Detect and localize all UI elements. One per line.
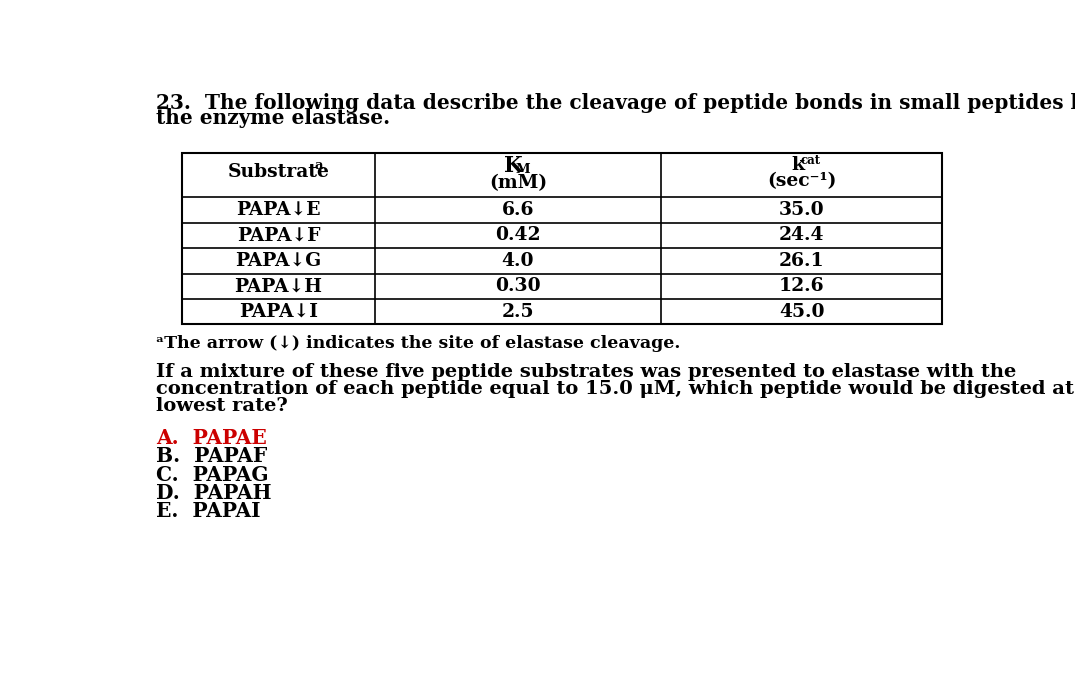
Bar xyxy=(183,153,942,325)
Text: k: k xyxy=(791,156,804,174)
Text: E.  PAPAI: E. PAPAI xyxy=(156,501,260,522)
Text: PAPA↓G: PAPA↓G xyxy=(235,252,321,270)
Text: lowest rate?: lowest rate? xyxy=(156,397,288,415)
Text: PAPA↓F: PAPA↓F xyxy=(236,226,320,244)
Text: 2.5: 2.5 xyxy=(502,303,534,321)
Text: concentration of each peptide equal to 15.0 μM, which peptide would be digested : concentration of each peptide equal to 1… xyxy=(156,380,1074,398)
Text: 4.0: 4.0 xyxy=(502,252,534,270)
Text: a: a xyxy=(314,160,322,173)
Text: If a mixture of these five peptide substrates was presented to elastase with the: If a mixture of these five peptide subst… xyxy=(156,363,1016,381)
Text: cat: cat xyxy=(801,154,821,167)
Text: 35.0: 35.0 xyxy=(778,201,825,219)
Text: the enzyme elastase.: the enzyme elastase. xyxy=(156,108,390,128)
Text: 6.6: 6.6 xyxy=(502,201,534,219)
Text: 0.30: 0.30 xyxy=(496,278,541,295)
Text: ᵃThe arrow (↓) indicates the site of elastase cleavage.: ᵃThe arrow (↓) indicates the site of ela… xyxy=(156,335,680,352)
Text: PAPA↓H: PAPA↓H xyxy=(234,278,322,295)
Text: C.  PAPAG: C. PAPAG xyxy=(156,464,269,484)
Text: PAPA↓E: PAPA↓E xyxy=(236,201,320,219)
Text: (sec⁻¹): (sec⁻¹) xyxy=(766,172,836,190)
Text: 24.4: 24.4 xyxy=(779,226,825,244)
Text: A.  PAPAE: A. PAPAE xyxy=(156,428,267,447)
Text: D.  PAPAH: D. PAPAH xyxy=(156,483,272,503)
Text: (mM): (mM) xyxy=(489,174,547,192)
Text: K: K xyxy=(504,155,522,177)
Text: 12.6: 12.6 xyxy=(778,278,825,295)
Text: B.  PAPAF: B. PAPAF xyxy=(156,446,268,466)
Text: M: M xyxy=(515,163,530,176)
Text: 45.0: 45.0 xyxy=(779,303,825,321)
Text: PAPA↓I: PAPA↓I xyxy=(239,303,318,321)
Text: Substrate: Substrate xyxy=(228,163,329,181)
Text: 23.  The following data describe the cleavage of peptide bonds in small peptides: 23. The following data describe the clea… xyxy=(156,93,1075,113)
Text: 0.42: 0.42 xyxy=(496,226,541,244)
Text: 26.1: 26.1 xyxy=(778,252,825,270)
